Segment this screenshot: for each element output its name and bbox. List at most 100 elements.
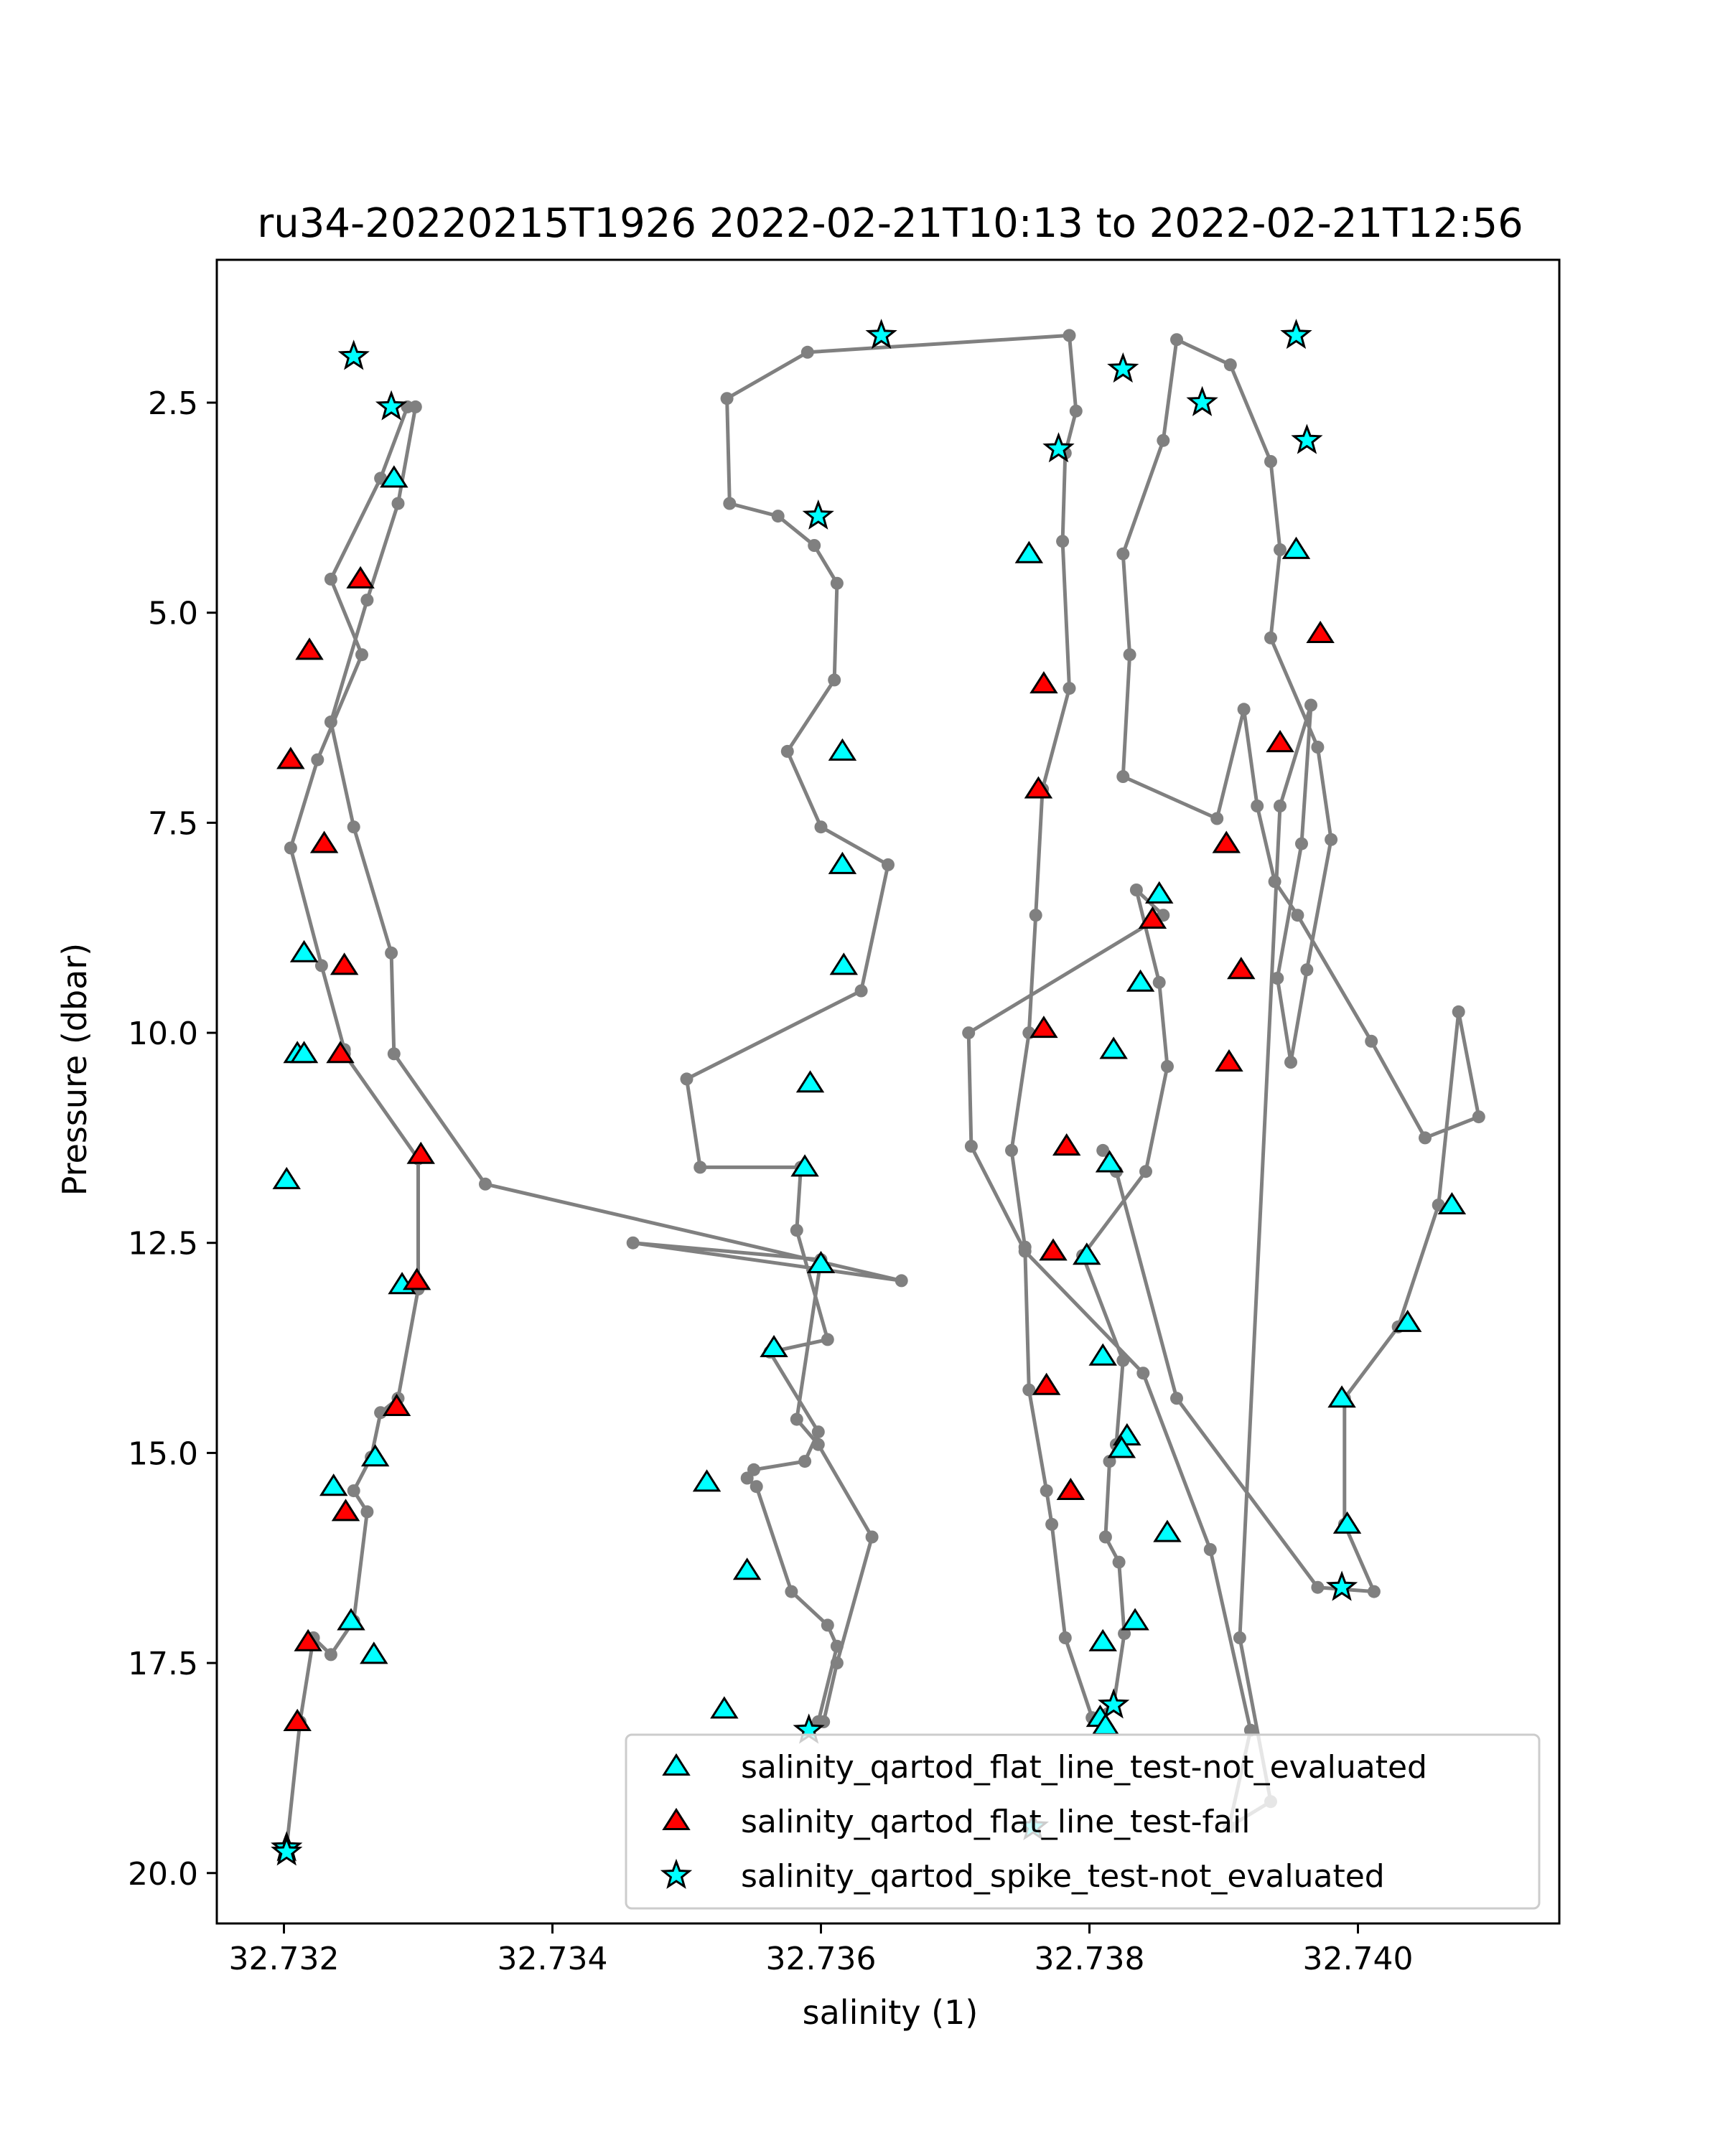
- profile-point: [790, 1224, 803, 1237]
- profile-point: [1069, 404, 1083, 418]
- profile-point: [821, 1618, 834, 1632]
- profile-point: [1157, 433, 1170, 447]
- profile-point: [808, 539, 821, 552]
- profile-point: [1063, 329, 1076, 342]
- profile-point: [1243, 1723, 1257, 1737]
- profile-point: [1210, 812, 1224, 825]
- series-0-marker: [710, 1696, 739, 1719]
- profile-point: [314, 959, 328, 972]
- series-1-marker: [326, 1041, 355, 1064]
- profile-point: [780, 744, 794, 758]
- profile-line: [284, 333, 1481, 1852]
- profile-point: [360, 1505, 374, 1519]
- series-2-marker: [1325, 1570, 1358, 1601]
- profile-point: [391, 497, 405, 510]
- series-1-marker: [402, 1267, 431, 1290]
- profile-point: [1295, 837, 1308, 850]
- y-tick-label: 17.5: [128, 1646, 198, 1682]
- profile-point: [1096, 1143, 1110, 1157]
- series-2-marker: [1098, 1688, 1130, 1719]
- profile-point: [1311, 741, 1325, 754]
- y-tick-label: 12.5: [128, 1226, 198, 1262]
- y-tick-label: 7.5: [148, 805, 198, 842]
- x-axis-ticks: 32.732 32.734 32.736 32.738 32.740: [229, 1923, 1413, 1977]
- profile-point: [408, 400, 422, 413]
- profile-point: [1161, 1059, 1174, 1073]
- series-1-marker: [1227, 957, 1256, 980]
- profile-point: [1058, 1631, 1072, 1644]
- series-2-marker: [1107, 352, 1139, 383]
- x-tick-label: 32.736: [766, 1941, 877, 1977]
- profile-point: [1112, 1555, 1126, 1569]
- profile-point: [830, 1656, 844, 1670]
- series-0-marker: [380, 465, 408, 488]
- profile-point: [694, 1161, 707, 1174]
- series-1-marker: [294, 1628, 322, 1651]
- series-0-marker: [1121, 1608, 1149, 1631]
- profile-point: [284, 841, 297, 855]
- series-0-marker: [795, 1070, 825, 1093]
- profile-point: [1284, 1056, 1297, 1069]
- profile-point: [720, 392, 734, 406]
- legend: salinity_qartod_flat_line_test-not_evalu…: [625, 1733, 1541, 1910]
- series-1-marker: [346, 566, 375, 589]
- legend-label-2: salinity_qartod_spike_test-not_evaluated: [741, 1858, 1385, 1895]
- series-2-marker: [1042, 432, 1075, 463]
- profile-point: [680, 1072, 694, 1086]
- series-0-marker: [1095, 1150, 1124, 1173]
- plot-frame: [215, 258, 1561, 1925]
- profile-point: [1040, 1484, 1053, 1498]
- series-2-marker: [1291, 423, 1323, 454]
- profile-point: [964, 1140, 978, 1153]
- profile-point: [1116, 770, 1130, 783]
- profile-point: [790, 1412, 803, 1426]
- profile-point: [821, 1333, 834, 1346]
- profile-point: [360, 594, 374, 607]
- series-1-marker: [1056, 1477, 1085, 1501]
- series-1-marker: [1029, 671, 1058, 694]
- series-1-marker: [406, 1141, 435, 1164]
- series-0-marker: [337, 1608, 365, 1631]
- profile-point: [1264, 631, 1277, 645]
- profile-point: [1325, 833, 1338, 846]
- profile-point: [1311, 1580, 1325, 1594]
- profile-point: [1264, 455, 1277, 468]
- series-1-marker: [276, 746, 305, 769]
- y-tick-label: 15.0: [128, 1435, 198, 1472]
- series-0-marker: [289, 1041, 319, 1064]
- series-0-marker: [829, 952, 859, 975]
- profile-point: [771, 510, 785, 523]
- profile-point: [1367, 1585, 1381, 1598]
- series-0-marker: [692, 1469, 722, 1492]
- profile-point: [324, 572, 337, 586]
- legend-label-0: salinity_qartod_flat_line_test-not_evalu…: [741, 1749, 1427, 1786]
- profile-point: [800, 345, 814, 359]
- series-1-marker: [1024, 776, 1053, 799]
- series-0-marker: [1332, 1511, 1362, 1534]
- x-tick-label: 32.738: [1035, 1941, 1145, 1977]
- profile-point: [895, 1274, 908, 1288]
- profile-point: [311, 753, 324, 767]
- series-1-marker: [1032, 1372, 1061, 1395]
- series-0-marker: [828, 851, 857, 874]
- series-1-marker: [1212, 830, 1241, 853]
- profile-point: [1170, 1392, 1183, 1405]
- legend-marker-0: [662, 1753, 691, 1776]
- series-0-marker: [732, 1557, 762, 1580]
- y-tick-label: 2.5: [148, 385, 198, 422]
- profile-point: [865, 1530, 879, 1544]
- series-1-marker: [295, 637, 324, 660]
- series-0-marker: [272, 1166, 301, 1189]
- series-0-marker: [1393, 1309, 1422, 1332]
- profile-point: [479, 1177, 492, 1191]
- series-0-marker: [1145, 881, 1174, 904]
- profile-point: [385, 946, 398, 960]
- series-1-marker: [1052, 1133, 1081, 1156]
- profile-point: [1063, 682, 1076, 695]
- profile-point: [814, 820, 828, 834]
- series-2-marker: [865, 319, 897, 350]
- profile-point: [1237, 703, 1251, 716]
- profile-point: [785, 1585, 798, 1598]
- series-0-marker: [1088, 1628, 1117, 1651]
